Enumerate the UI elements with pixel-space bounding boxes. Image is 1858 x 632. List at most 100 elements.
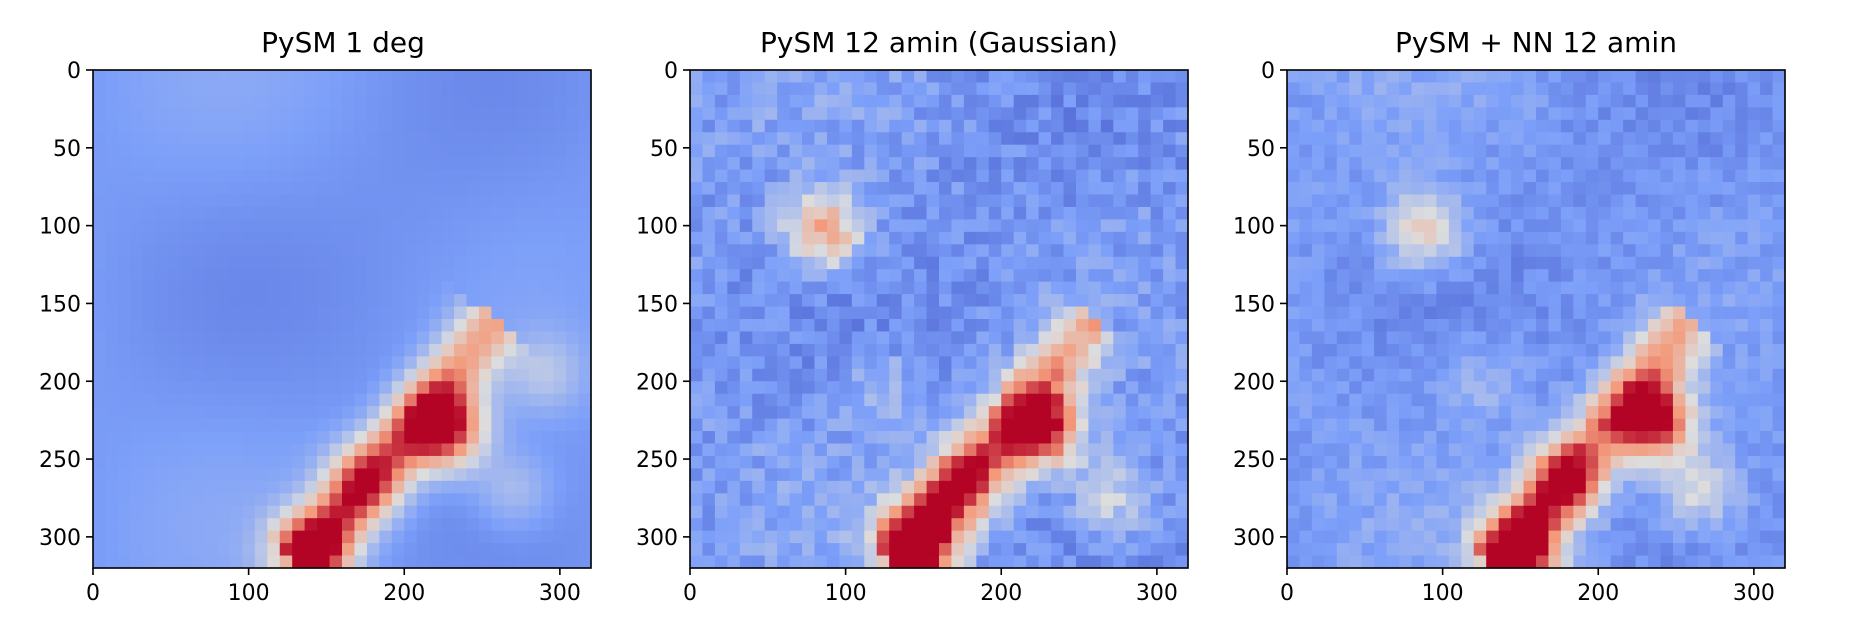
heatmap-cell bbox=[951, 119, 965, 133]
heatmap-cell bbox=[1349, 182, 1363, 196]
y-tick-label: 0 bbox=[1261, 59, 1275, 84]
heatmap-cell bbox=[117, 206, 131, 220]
heatmap-cell bbox=[1747, 343, 1761, 357]
heatmap-cell bbox=[901, 182, 915, 196]
heatmap-cell bbox=[1436, 480, 1450, 494]
heatmap-cell bbox=[939, 269, 953, 283]
heatmap-cell bbox=[939, 306, 953, 320]
heatmap-cell bbox=[217, 157, 231, 171]
heatmap-cell bbox=[1399, 169, 1413, 183]
heatmap-cell bbox=[1660, 219, 1674, 233]
heatmap-cell bbox=[1436, 331, 1450, 345]
heatmap-cell bbox=[1026, 418, 1040, 432]
y-tick-label: 200 bbox=[1233, 370, 1275, 395]
heatmap-cell bbox=[739, 331, 753, 345]
heatmap-cell bbox=[1324, 219, 1338, 233]
heatmap-cell bbox=[1710, 319, 1724, 333]
heatmap-cell bbox=[1113, 182, 1127, 196]
heatmap-cell bbox=[1075, 381, 1089, 395]
heatmap-cell bbox=[1287, 281, 1301, 295]
heatmap-cell bbox=[1548, 331, 1562, 345]
heatmap-cell bbox=[1075, 231, 1089, 245]
heatmap-cell bbox=[329, 356, 343, 370]
heatmap-cell bbox=[1038, 281, 1052, 295]
heatmap-cell bbox=[777, 555, 791, 569]
heatmap-cell bbox=[354, 319, 368, 333]
heatmap-cell bbox=[752, 381, 766, 395]
heatmap-cell bbox=[1685, 555, 1699, 569]
heatmap-cell bbox=[379, 443, 393, 457]
heatmap-cell bbox=[1063, 219, 1077, 233]
heatmap-cell bbox=[826, 518, 840, 532]
heatmap-cell bbox=[1560, 455, 1574, 469]
heatmap-cell bbox=[366, 431, 380, 445]
x-tick-label: 200 bbox=[383, 581, 425, 606]
heatmap-cell bbox=[714, 182, 728, 196]
heatmap-cell bbox=[1287, 319, 1301, 333]
heatmap-cell bbox=[229, 406, 243, 420]
heatmap-cell bbox=[1760, 281, 1774, 295]
heatmap-cell bbox=[839, 244, 853, 258]
heatmap-cell bbox=[1386, 144, 1400, 158]
heatmap-cell bbox=[1125, 182, 1139, 196]
heatmap-cell bbox=[317, 480, 331, 494]
heatmap-cell bbox=[1349, 343, 1363, 357]
heatmap-cell bbox=[727, 443, 741, 457]
heatmap-cell bbox=[1685, 194, 1699, 208]
heatmap-cell bbox=[1299, 319, 1313, 333]
heatmap-cell bbox=[1163, 119, 1177, 133]
heatmap-cell bbox=[242, 431, 256, 445]
heatmap-cell bbox=[180, 269, 194, 283]
heatmap-cell bbox=[1336, 381, 1350, 395]
heatmap-cell bbox=[491, 294, 505, 308]
heatmap-cell bbox=[1760, 244, 1774, 258]
heatmap-cell bbox=[1013, 505, 1027, 519]
heatmap-cell bbox=[155, 294, 169, 308]
heatmap-cell bbox=[1336, 294, 1350, 308]
heatmap-cell bbox=[1374, 381, 1388, 395]
heatmap-cell bbox=[366, 256, 380, 270]
heatmap-cell bbox=[1336, 107, 1350, 121]
heatmap-cell bbox=[205, 70, 219, 84]
heatmap-cell bbox=[1560, 368, 1574, 382]
heatmap-cell bbox=[1722, 182, 1736, 196]
heatmap-cell bbox=[553, 182, 567, 196]
heatmap-cell bbox=[1461, 543, 1475, 557]
heatmap-cell bbox=[1523, 455, 1537, 469]
heatmap-cell bbox=[702, 356, 716, 370]
heatmap-cell bbox=[1573, 555, 1587, 569]
heatmap-cell bbox=[1473, 219, 1487, 233]
heatmap-cell bbox=[914, 70, 928, 84]
heatmap-cell bbox=[366, 555, 380, 569]
heatmap-cell bbox=[1697, 94, 1711, 108]
heatmap-cell bbox=[1585, 70, 1599, 84]
heatmap-cell bbox=[1075, 306, 1089, 320]
heatmap-cell bbox=[566, 182, 580, 196]
heatmap-cell bbox=[478, 505, 492, 519]
heatmap-cell bbox=[366, 393, 380, 407]
heatmap-cell bbox=[167, 219, 181, 233]
heatmap-cell bbox=[1026, 206, 1040, 220]
heatmap-cell bbox=[566, 343, 580, 357]
heatmap-cell bbox=[1138, 144, 1152, 158]
heatmap-cell bbox=[1075, 82, 1089, 96]
heatmap-cell bbox=[1287, 169, 1301, 183]
heatmap-cell bbox=[752, 480, 766, 494]
heatmap-cell bbox=[926, 331, 940, 345]
heatmap-cell bbox=[429, 493, 443, 507]
heatmap-cell bbox=[491, 418, 505, 432]
heatmap-cell bbox=[690, 518, 704, 532]
heatmap-cell bbox=[1150, 94, 1164, 108]
heatmap-cell bbox=[1448, 94, 1462, 108]
heatmap-cell bbox=[267, 281, 281, 295]
heatmap-cell bbox=[1100, 530, 1114, 544]
heatmap-cell bbox=[192, 480, 206, 494]
heatmap-cell bbox=[901, 431, 915, 445]
heatmap-cell bbox=[1088, 493, 1102, 507]
heatmap-cell bbox=[1001, 468, 1015, 482]
heatmap-cell bbox=[205, 555, 219, 569]
heatmap-cell bbox=[1361, 406, 1375, 420]
heatmap-cell bbox=[1560, 294, 1574, 308]
heatmap-cell bbox=[814, 206, 828, 220]
heatmap-cell bbox=[366, 306, 380, 320]
